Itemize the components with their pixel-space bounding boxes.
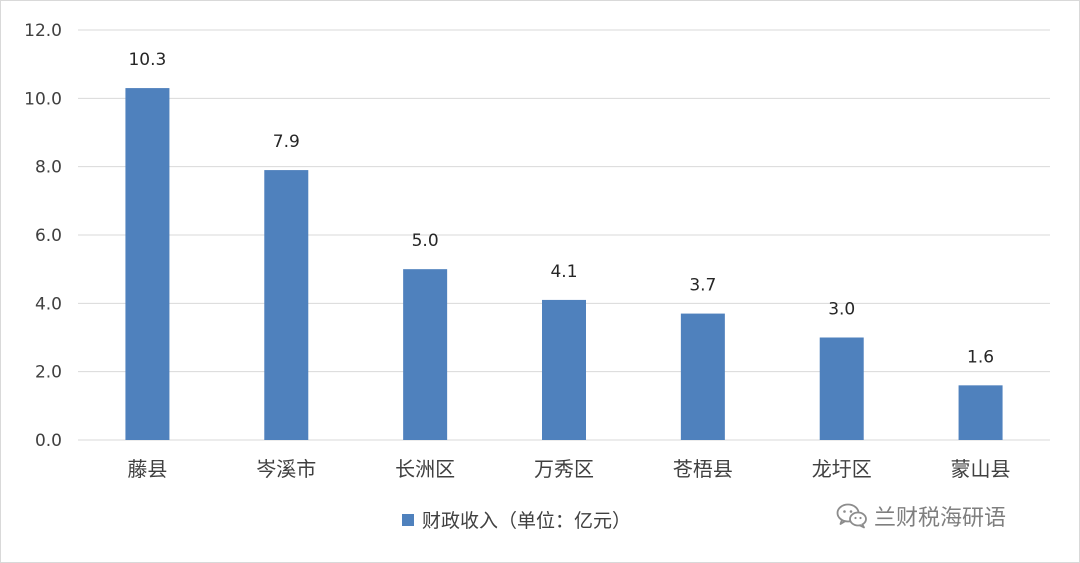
data-label: 7.9 xyxy=(273,132,300,152)
bar xyxy=(958,385,1003,440)
y-tick-label: 12.0 xyxy=(24,21,62,41)
category-label: 长洲区 xyxy=(395,457,455,481)
watermark-text: 兰财税海研语 xyxy=(874,506,1007,531)
category-labels: 藤县 岑溪市 长洲区 万秀区 苍梧县 龙圩区 蒙山县 xyxy=(127,457,1010,481)
legend-swatch xyxy=(402,514,414,526)
wechat-icon xyxy=(836,503,867,529)
category-label: 岑溪市 xyxy=(256,457,316,481)
data-label: 3.7 xyxy=(689,276,716,296)
category-label: 蒙山县 xyxy=(951,457,1011,481)
y-tick-label: 10.0 xyxy=(24,89,62,109)
legend: 财政收入（单位：亿元） xyxy=(402,510,631,532)
category-label: 藤县 xyxy=(127,457,167,481)
bar xyxy=(542,299,586,440)
legend-label: 财政收入（单位：亿元） xyxy=(422,510,631,532)
category-label: 龙圩区 xyxy=(812,457,872,481)
data-label: 1.6 xyxy=(967,347,994,367)
watermark: 兰财税海研语 xyxy=(836,500,1006,532)
y-axis-ticks: 0.0 2.0 4.0 6.0 8.0 10.0 12.0 xyxy=(24,21,62,451)
y-tick-label: 4.0 xyxy=(35,294,62,314)
y-tick-label: 2.0 xyxy=(35,363,62,383)
data-label: 5.0 xyxy=(412,231,439,251)
grid-lines xyxy=(78,29,1050,441)
data-label: 10.3 xyxy=(128,50,166,70)
bar xyxy=(403,269,448,440)
bars xyxy=(125,88,1003,441)
bar xyxy=(264,170,309,441)
category-label: 苍梧县 xyxy=(673,457,733,481)
category-label: 万秀区 xyxy=(534,457,594,481)
data-label: 4.1 xyxy=(550,262,577,282)
data-labels: 10.3 7.9 5.0 4.1 3.7 3.0 1.6 xyxy=(128,50,994,367)
y-tick-label: 0.0 xyxy=(35,431,62,451)
bar xyxy=(819,337,864,440)
bar xyxy=(125,88,170,440)
bar xyxy=(680,313,725,440)
y-tick-label: 8.0 xyxy=(35,158,62,178)
data-label: 3.0 xyxy=(828,300,855,320)
y-tick-label: 6.0 xyxy=(35,226,62,246)
